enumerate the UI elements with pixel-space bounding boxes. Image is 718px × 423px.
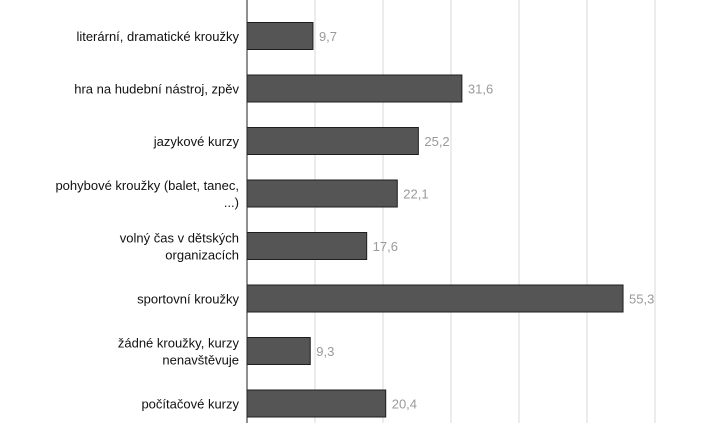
value-label: 31,6 (468, 82, 493, 97)
value-label: 9,3 (316, 344, 334, 359)
bar (246, 284, 624, 313)
category-label: žádné kroužky, kurzy nenavštěvuje (118, 336, 240, 368)
value-label: 25,2 (424, 134, 449, 149)
value-label: 20,4 (392, 397, 417, 412)
bar (246, 179, 398, 208)
category-label: sportovní kroužky (137, 292, 239, 307)
category-label: hra na hudební nástroj, zpěv (74, 82, 239, 97)
value-label: 55,3 (629, 292, 654, 307)
category-label: literární, dramatické kroužky (76, 29, 239, 44)
category-label: volný čas v dětských organizacích (120, 231, 239, 263)
value-label: 22,1 (403, 187, 428, 202)
value-label: 17,6 (373, 239, 398, 254)
bar (246, 232, 368, 260)
bar (246, 127, 419, 155)
bar (246, 22, 314, 50)
bar (246, 389, 387, 418)
value-label: 9,7 (319, 29, 337, 44)
bar (246, 74, 463, 103)
bar (246, 337, 311, 365)
category-label: jazykové kurzy (153, 134, 240, 149)
category-label: počítačové kurzy (141, 397, 239, 412)
category-label: pohybové kroužky (balet, tanec,...) (55, 178, 239, 210)
